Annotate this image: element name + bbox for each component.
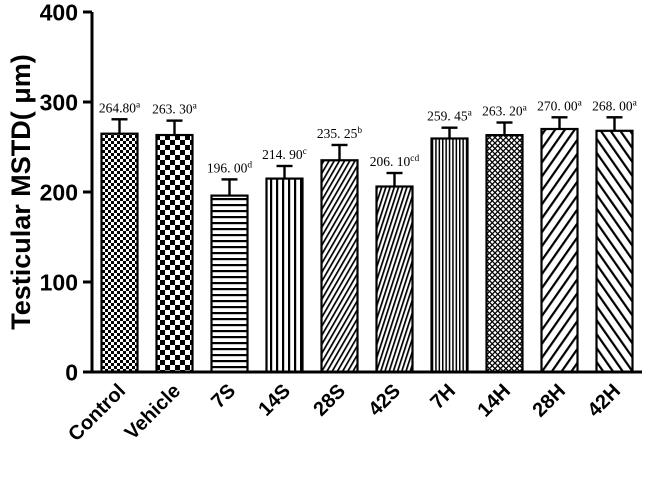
bar-7S [210,194,249,374]
bar-value-label: 268. 00a [592,98,638,113]
bar-14H [485,134,524,374]
y-tick-label: 100 [40,269,78,295]
x-tick-label-Vehicle: Vehicle [121,380,185,444]
bar-Vehicle [155,133,194,374]
x-tick-label-28H: 28H [529,380,571,422]
bar-value-label: 206. 10cd [370,154,420,169]
x-tick-label-Control: Control [64,380,130,446]
y-tick-label: 0 [65,359,78,385]
x-tick-label-7H: 7H [426,380,460,414]
x-tick-label-42H: 42H [584,380,626,422]
x-tick-label-28S: 28S [309,380,350,421]
bar-28H [540,127,579,374]
bar-14S [265,177,304,374]
bar-value-label: 259. 45a [427,109,473,124]
bar-Control [100,132,139,374]
y-tick-label: 200 [40,179,78,205]
bar-value-label: 196. 00d [207,160,253,175]
bar-7H [430,137,469,374]
bar-28S [320,159,359,374]
bar-42H [595,129,634,374]
bar-value-label: 235. 25b [317,126,363,141]
x-tick-label-42S: 42S [364,380,405,421]
bar-value-label: 263. 30a [152,102,198,117]
y-tick-label: 300 [40,89,78,115]
bar-value-label: 214. 90c [262,147,307,162]
x-tick-label-14H: 14H [474,380,516,422]
bar-42S [375,185,414,374]
x-tick-label-7S: 7S [207,380,240,413]
x-tick-label-14S: 14S [254,380,295,421]
bar-value-label: 264.80a [99,100,141,115]
y-axis-title: Testicular MSTD( μm) [6,54,36,330]
y-tick-label: 400 [40,0,78,25]
bar-value-label: 263. 20a [482,104,528,119]
bar-value-label: 270. 00a [537,98,583,113]
